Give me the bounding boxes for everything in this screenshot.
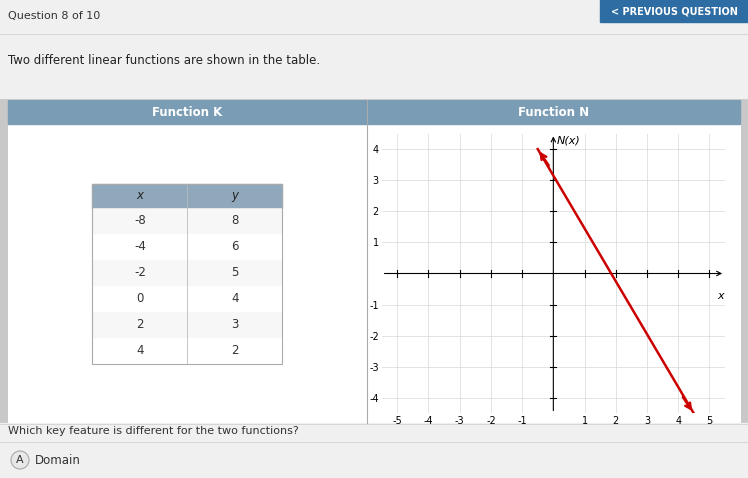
Bar [92, 285, 282, 312]
Circle shape [11, 451, 29, 469]
Text: Function K: Function K [152, 106, 222, 119]
Bar [92, 312, 282, 337]
Text: Question 8 of 10: Question 8 of 10 [8, 11, 100, 21]
Text: 0: 0 [136, 292, 144, 305]
Bar [0, 0, 748, 33]
Text: 6: 6 [231, 240, 239, 253]
Text: -4: -4 [134, 240, 146, 253]
Text: 8: 8 [231, 214, 239, 227]
Text: Domain: Domain [35, 454, 81, 467]
Text: Two different linear functions are shown in the table.: Two different linear functions are shown… [8, 54, 320, 66]
Bar [92, 337, 282, 363]
Text: -8: -8 [134, 214, 146, 227]
Bar [0, 423, 748, 478]
Bar [8, 100, 367, 124]
Text: y: y [231, 189, 239, 202]
Text: 3: 3 [231, 318, 239, 331]
Bar [92, 184, 282, 207]
Bar [0, 33, 748, 98]
Text: 4: 4 [231, 292, 239, 305]
Bar [8, 100, 740, 423]
Text: x: x [136, 189, 144, 202]
Text: 2: 2 [136, 318, 144, 331]
Text: Which key feature is different for the two functions?: Which key feature is different for the t… [8, 426, 298, 436]
Bar [92, 260, 282, 285]
Text: Function N: Function N [518, 106, 589, 119]
Bar [600, 0, 748, 22]
Text: 5: 5 [231, 266, 239, 279]
Text: 2: 2 [231, 344, 239, 357]
Text: -2: -2 [134, 266, 146, 279]
Bar [92, 207, 282, 233]
Text: x: x [717, 291, 723, 301]
Text: < PREVIOUS QUESTION: < PREVIOUS QUESTION [610, 6, 738, 16]
Bar [92, 233, 282, 260]
Text: A: A [16, 455, 24, 465]
Text: 4: 4 [136, 344, 144, 357]
Bar [367, 100, 740, 124]
Text: N(x): N(x) [557, 135, 581, 145]
Bar [92, 184, 282, 363]
